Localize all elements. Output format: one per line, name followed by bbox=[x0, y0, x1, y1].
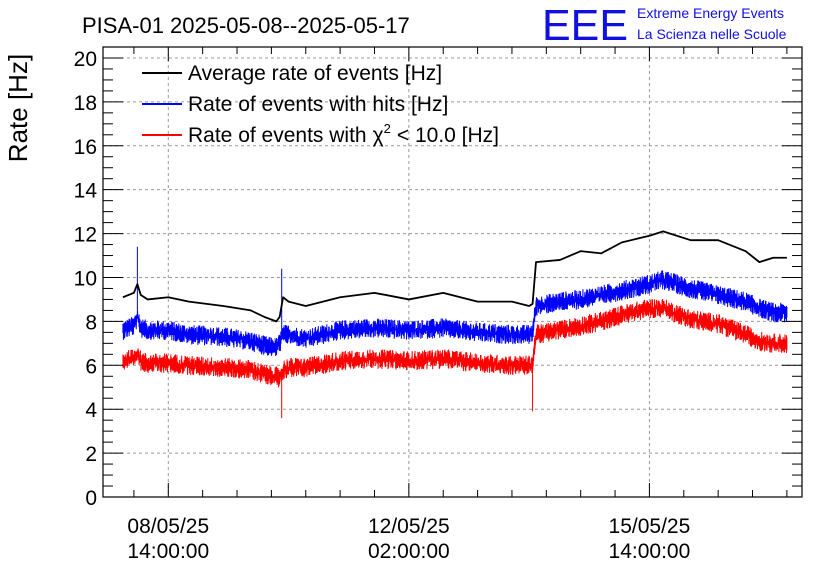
series-layer bbox=[122, 230, 788, 418]
series-chi2-line bbox=[122, 299, 788, 418]
series-average-line bbox=[122, 230, 787, 323]
legend-chi2-text: Rate of events with bbox=[188, 124, 367, 147]
plot-frame bbox=[102, 46, 803, 498]
y-tick-label: 18 bbox=[74, 92, 97, 115]
chart-title: PISA-01 2025-05-08--2025-05-17 bbox=[82, 13, 410, 38]
eee-logo: EEE Extreme Energy Events La Scienza nel… bbox=[542, 1, 787, 50]
y-tick-label: 4 bbox=[85, 399, 97, 422]
series-hits-line bbox=[122, 246, 788, 357]
legend-label-chi2: Rate of events with χ2 < 10.0 [Hz] bbox=[188, 121, 499, 147]
y-tick-label: 12 bbox=[74, 224, 97, 247]
logo-subtitle-1: Extreme Energy Events bbox=[637, 5, 784, 21]
legend-label-average: Average rate of events [Hz] bbox=[188, 62, 442, 85]
grid bbox=[103, 47, 802, 498]
y-tick-label: 8 bbox=[85, 311, 97, 334]
y-tick-label: 10 bbox=[74, 267, 97, 290]
legend-chi2-superscript: 2 bbox=[384, 121, 391, 136]
y-axis-label: Rate [Hz] bbox=[3, 54, 33, 162]
legend-label-hits: Rate of events with hits [Hz] bbox=[188, 93, 448, 116]
y-tick-label: 6 bbox=[85, 355, 97, 378]
x-tick-label-time: 14:00:00 bbox=[127, 540, 209, 563]
legend-chi2-suffix: < 10.0 [Hz] bbox=[397, 124, 499, 147]
y-tick-label: 20 bbox=[74, 48, 97, 71]
logo-subtitle-2: La Scienza nelle Scuole bbox=[637, 26, 787, 42]
x-tick-label-date: 08/05/25 bbox=[127, 515, 209, 538]
eee-logo-text: EEE bbox=[542, 1, 628, 50]
y-tick-label: 14 bbox=[74, 180, 98, 203]
x-tick-label-date: 12/05/25 bbox=[368, 515, 450, 538]
axes: 0246810121416182008/05/2514:00:0012/05/2… bbox=[74, 46, 803, 563]
x-tick-label-time: 02:00:00 bbox=[368, 540, 450, 563]
y-tick-label: 0 bbox=[85, 487, 97, 510]
legend: Average rate of events [Hz] Rate of even… bbox=[142, 62, 499, 147]
x-tick-label-date: 15/05/25 bbox=[609, 515, 691, 538]
x-tick-label-time: 14:00:00 bbox=[609, 540, 691, 563]
y-tick-label: 2 bbox=[85, 443, 97, 466]
legend-chi2-symbol: χ bbox=[373, 124, 384, 147]
y-tick-label: 16 bbox=[74, 136, 97, 159]
